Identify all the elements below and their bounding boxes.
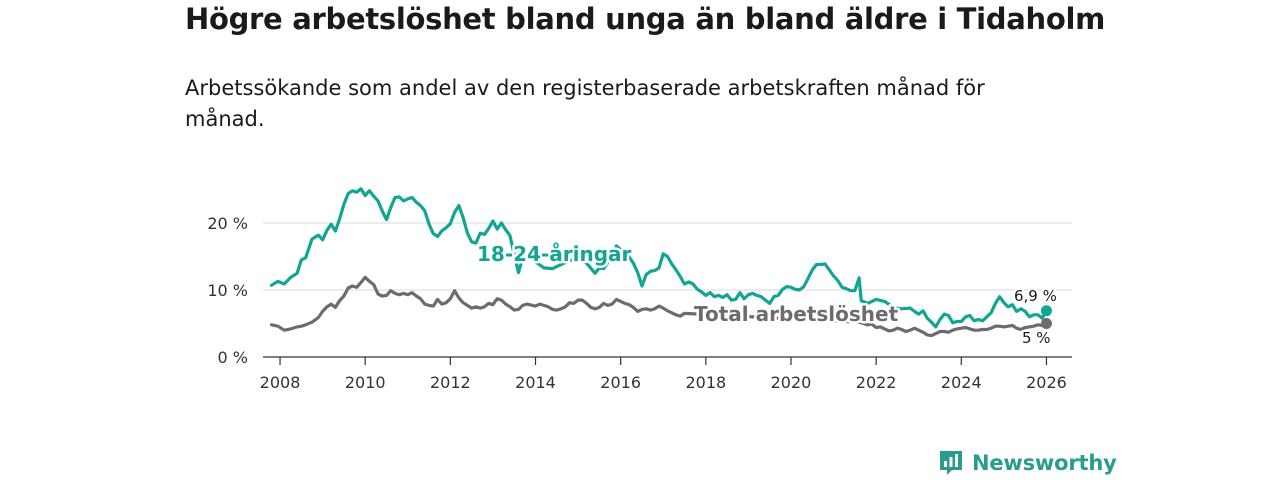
series-line-total: [269, 275, 1049, 338]
x-tick-label: 2026: [1026, 373, 1067, 392]
brand-name: Newsworthy: [972, 451, 1117, 475]
series-label-total: Total arbetslöshet: [694, 302, 899, 326]
x-tick-label: 2010: [345, 373, 386, 392]
x-tick-label: 2024: [941, 373, 982, 392]
end-point-young: [1040, 305, 1052, 317]
x-tick-label: 2016: [600, 373, 641, 392]
newsworthy-logo-icon: [940, 451, 962, 475]
chart-subtitle: Arbetssökande som andel av den registerb…: [185, 76, 985, 131]
series-label-young: 18-24-åringar: [477, 242, 632, 266]
y-axis-labels: 0 % 10 % 20 %: [207, 214, 248, 367]
y-tick-label: 0 %: [218, 348, 248, 367]
x-tick-label: 2012: [430, 373, 471, 392]
end-points: [1040, 305, 1052, 329]
series-line-young: [269, 187, 1049, 329]
brand-logo: Newsworthy: [938, 449, 1117, 477]
series-lines: [269, 187, 1049, 338]
y-tick-label: 20 %: [207, 214, 248, 233]
series-labels: 18-24-åringar Total arbetslöshet: [475, 240, 902, 329]
end-label-young: 6,9 %: [1014, 287, 1057, 305]
x-tick-label: 2014: [515, 373, 556, 392]
end-point-total: [1040, 318, 1052, 329]
x-tick-label: 2020: [771, 373, 812, 392]
end-label-total: 5 %: [1022, 329, 1051, 347]
x-tick-label: 2022: [856, 373, 897, 392]
x-tick-label: 2018: [685, 373, 726, 392]
y-tick-label: 10 %: [207, 281, 248, 300]
x-tick-label: 2008: [260, 373, 301, 392]
y-gridlines: [263, 222, 1072, 291]
x-axis-labels: 2008 2010 2012 2014 2016 2018 2020 2022 2024 2026: [260, 373, 1067, 392]
x-axis-ticks: [279, 357, 1048, 365]
chart-title: Högre arbetslöshet bland unga än bland ä…: [185, 2, 1106, 36]
